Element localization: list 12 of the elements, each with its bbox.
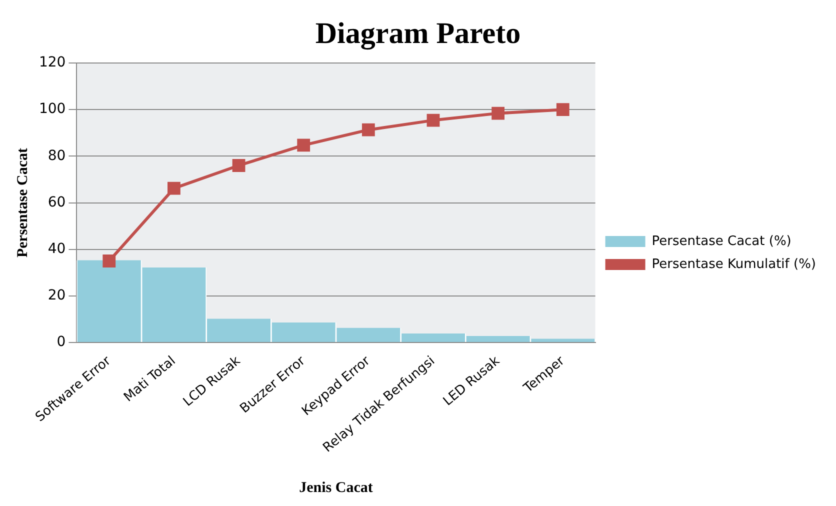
y-tick-label: 0 bbox=[56, 334, 66, 350]
legend-label: Persentase Cacat (%) bbox=[652, 234, 792, 249]
y-tick-label: 20 bbox=[48, 288, 66, 304]
y-axis-title: Persentase Cacat bbox=[14, 148, 31, 258]
y-tick-label: 100 bbox=[38, 101, 66, 118]
legend-label: Persentase Kumulatif (%) bbox=[652, 256, 816, 272]
x-axis-title: Jenis Cacat bbox=[299, 480, 373, 496]
y-tick-label: 60 bbox=[48, 194, 66, 210]
y-tick-label: 80 bbox=[48, 148, 66, 164]
y-tick-label: 40 bbox=[48, 240, 66, 257]
chart-title: Diagram Pareto bbox=[315, 16, 521, 50]
y-tick-label: 120 bbox=[38, 54, 66, 71]
